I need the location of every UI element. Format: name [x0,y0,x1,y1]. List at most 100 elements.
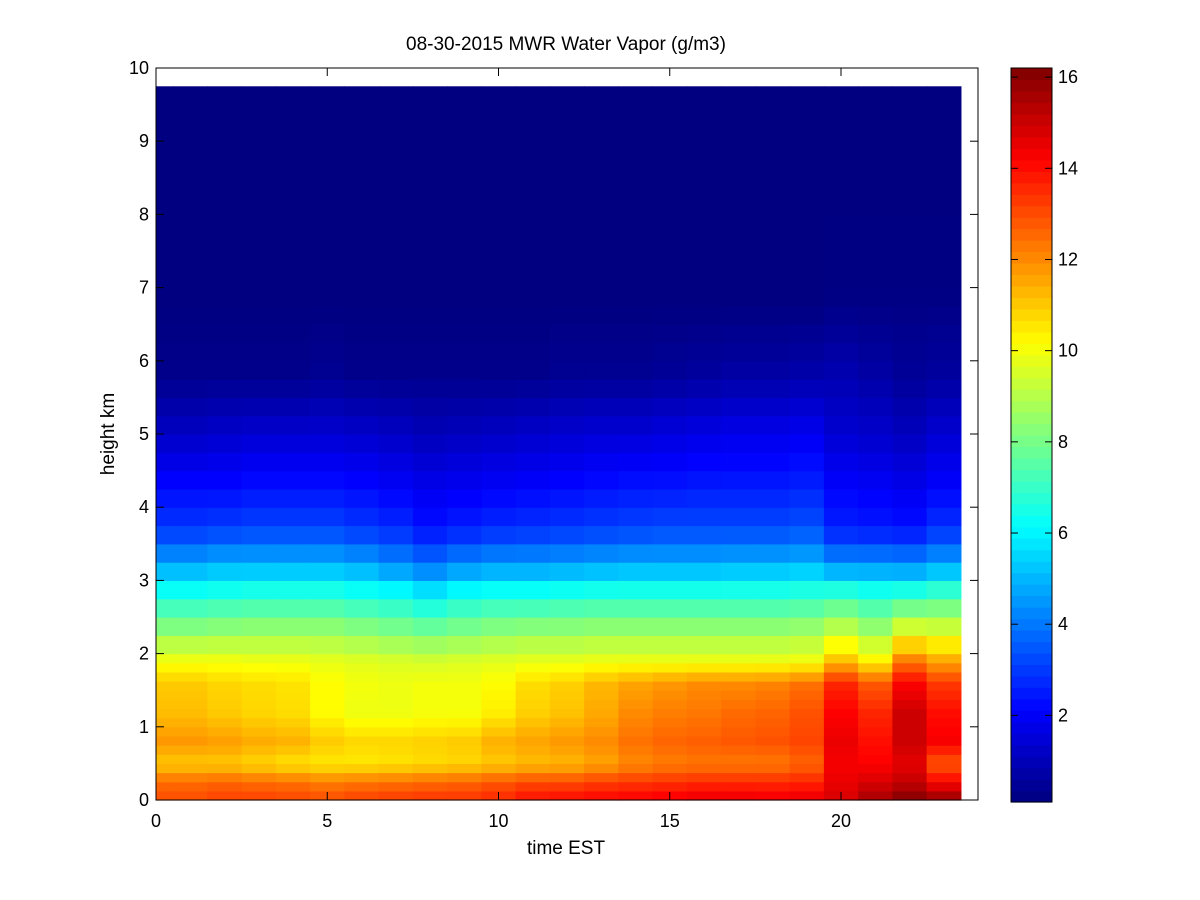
heatmap-cell [823,141,859,215]
heatmap-cell [926,717,962,728]
heatmap-cell [892,763,928,774]
y-tick-label: 6 [139,351,149,371]
heatmap-cell [378,598,414,618]
heatmap-cell [584,717,619,728]
heatmap-cell [549,617,585,636]
heatmap-cell [207,543,243,563]
heatmap-cell [378,653,414,664]
heatmap-cell [241,543,277,563]
heatmap-cell [207,781,243,792]
heatmap-cell [892,214,928,289]
heatmap-cell [412,287,448,307]
colorbar-band [1011,480,1052,493]
heatmap-cell [858,86,893,142]
y-tick-label: 7 [139,278,149,298]
heatmap-cell [892,653,928,664]
colorbar-band [1011,136,1052,149]
heatmap-cell [412,717,448,728]
heatmap-cell [344,214,380,289]
heatmap-cell [275,745,311,755]
heatmap-cell [481,488,517,508]
heatmap-cell [823,617,859,636]
heatmap-cell [858,735,893,746]
heatmap-cell [686,772,722,783]
heatmap-cell [755,671,791,682]
heatmap-cell [173,287,208,307]
colorbar-band [1011,274,1052,287]
heatmap-cell [241,562,277,581]
heatmap-cell [344,754,380,764]
heatmap-cell [652,470,688,490]
heatmap-cell [892,735,928,746]
colorbar-tick-label: 14 [1058,158,1078,178]
colorbar-band [1011,595,1052,608]
heatmap-cell [686,726,722,737]
heatmap-cell [789,488,825,508]
heatmap-cell [823,754,859,764]
heatmap-cell [447,452,482,472]
y-tick-label: 8 [139,204,149,224]
colorbar-band [1011,389,1052,402]
heatmap-cell [412,781,448,792]
heatmap-cell [618,214,654,289]
heatmap-cell [447,305,482,325]
heatmap-cell [481,781,517,792]
heatmap-cell [584,772,619,783]
heatmap-cell [378,470,414,490]
heatmap-cell [310,470,345,490]
heatmap-cell [721,543,756,563]
heatmap-cell [310,690,345,700]
heatmap-cell [156,324,174,344]
heatmap-cell [926,415,962,435]
heatmap-cell [241,745,277,755]
heatmap-cell [892,580,928,600]
heatmap-cell [584,681,619,691]
heatmap-cell [515,543,551,563]
heatmap-cell [721,434,756,453]
heatmap-cell [618,690,654,700]
heatmap-cell [481,726,517,737]
y-tick-label: 5 [139,424,149,444]
heatmap-cell [858,662,893,673]
heatmap-cell [207,653,243,664]
heatmap-cell [447,543,482,563]
heatmap-cell [823,671,859,682]
heatmap-cell [618,324,654,344]
heatmap-cell [412,397,448,417]
colorbar-band [1011,675,1052,688]
heatmap-cell [652,635,688,655]
heatmap-cell [378,717,414,728]
heatmap-cell [823,699,859,710]
colorbar-band [1011,503,1052,516]
heatmap-cell [686,662,722,673]
heatmap-cell [892,305,928,325]
heatmap-cell [789,470,825,490]
heatmap-cell [241,681,277,691]
heatmap-cell [858,708,893,719]
heatmap-cell [156,488,174,508]
heatmap-cell [241,86,277,142]
heatmap-cell [584,86,619,142]
heatmap-cell [207,735,243,746]
heatmap-cell [755,598,791,618]
heatmap-cell [207,617,243,636]
heatmap-cell [549,598,585,618]
heatmap-cell [310,360,345,380]
heatmap-cell [926,699,962,710]
heatmap-cell [173,379,208,398]
heatmap-cell [721,653,756,664]
heatmap-cell [481,507,517,527]
heatmap-cell [515,717,551,728]
heatmap-cell [173,681,208,691]
heatmap-cell [310,781,345,792]
heatmap-cell [481,287,517,307]
heatmap-cell [823,434,859,453]
heatmap-cell [789,452,825,472]
heatmap-cell [344,635,380,655]
heatmap-cell [755,708,791,719]
heatmap-cell [926,397,962,417]
heatmap-cell [156,525,174,545]
heatmap-cell [481,690,517,700]
heatmap-cell [173,717,208,728]
heatmap-cell [686,525,722,545]
